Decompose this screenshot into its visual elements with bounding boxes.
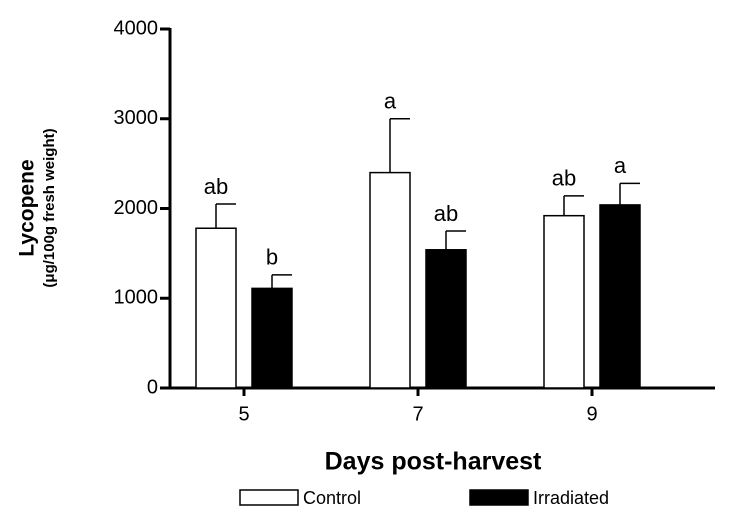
significance-letter: ab [434,201,458,226]
legend-swatch [469,489,529,506]
x-tick-label: 7 [412,403,423,425]
significance-letter: a [384,89,397,114]
y-tick-label: 3000 [114,107,159,129]
bar [543,214,585,389]
y-tick-label: 1000 [114,287,159,309]
x-tick-label: 9 [586,403,597,425]
legend-swatch [239,489,299,506]
bar [195,227,237,389]
y-tick-label: 2000 [114,197,159,219]
significance-letter: ab [204,174,228,199]
legend-label: Control [303,488,361,508]
significance-letter: ab [552,166,576,191]
bar [599,204,641,389]
y-axis-subtitle: (μg/100g fresh weight) [41,128,58,287]
x-axis-title: Days post-harvest [325,448,542,476]
bar [425,249,467,389]
significance-letter: b [266,245,278,270]
bar [369,171,411,389]
y-tick-label: 4000 [114,17,159,39]
bar [251,287,293,389]
significance-letter: a [614,153,627,178]
y-tick-label: 0 [147,376,158,398]
x-tick-label: 5 [238,403,249,425]
legend-label: Irradiated [533,488,609,508]
y-axis-title: Lycopene [16,159,39,256]
